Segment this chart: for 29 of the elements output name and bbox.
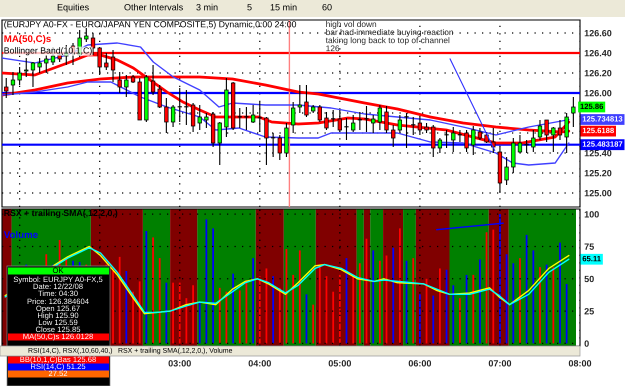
x-tick-label: 08:00 [568,360,592,367]
y-tick-label: 125.40 [584,150,612,156]
y-tick-label: 75 [584,244,594,250]
y-tick-label: 50 [584,276,594,282]
annotation: high vol down bar had immediate buying reaction taking long back to top of channel 126 [326,20,453,52]
text: 15 min [270,4,297,10]
y-tick-label: 125.00 [584,190,612,196]
text: MA(50,C)s [4,34,51,44]
x-tick-label: 06:00 [408,360,432,367]
y-tick-label: 126.40 [584,50,612,56]
y-tick-label: 100 [584,211,599,218]
x-tick-label: 05:00 [328,360,352,367]
series-label: Volume [4,230,38,238]
chart-title: (EURJPY A0-FX - EURO/JAPAN YEN COMPOSITE,5) Dynamic,0:00 24:00 [4,20,296,30]
y-tick-label: 126.20 [584,70,612,76]
x-tick-label: 04:00 [248,360,271,367]
y-tick-label: 126.00 [584,90,612,96]
text: 5 [247,4,252,10]
annotation: Bollinger Band(10,1,C) [4,47,92,56]
y-tick-label: 126.60 [584,30,612,36]
text: Other Intervals [124,4,183,10]
y-tick-label: 125.20 [584,170,612,176]
x-tick-label: 03:00 [168,360,191,367]
x-tick-label: 07:00 [488,360,512,367]
text: Equities [58,4,89,12]
text: 3 min [196,4,218,10]
y-tick-label: 25 [584,308,594,314]
text: 60 [322,4,332,10]
y-tick-label: 0 [584,340,589,347]
